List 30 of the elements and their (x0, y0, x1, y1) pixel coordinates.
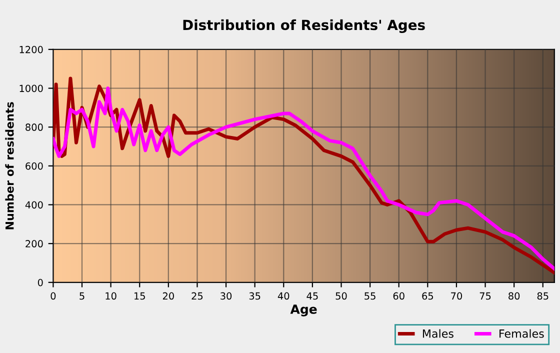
y-axis-title: Number of residents (5, 102, 14, 230)
x-tick-label: 50 (336, 292, 347, 300)
x-tick-label: 20 (162, 292, 174, 300)
x-tick-label: 75 (480, 292, 491, 300)
x-tick-label: 85 (537, 292, 548, 300)
chart-title: Distribution of Residents' Ages (183, 19, 425, 33)
legend-label: Females (500, 329, 544, 338)
y-tick-label: 800 (26, 124, 43, 131)
x-tick-label: 40 (278, 292, 290, 300)
x-tick-label: 55 (364, 292, 376, 300)
x-tick-label: 5 (80, 292, 84, 300)
x-tick-label: 0 (50, 292, 56, 300)
y-tick-label: 600 (26, 162, 43, 170)
x-tick-label: 35 (249, 292, 260, 300)
x-tick-label: 60 (393, 292, 404, 300)
x-tick-label: 80 (508, 292, 520, 300)
x-tick-label: 10 (106, 292, 116, 300)
y-tick-label: 1200 (20, 46, 43, 54)
legend-label: Males (422, 329, 454, 338)
y-tick-label: 1000 (20, 84, 43, 92)
x-tick-label: 70 (451, 292, 462, 300)
x-tick-label: 15 (134, 292, 145, 300)
x-tick-label: 30 (220, 292, 232, 300)
y-tick-label: 200 (26, 240, 43, 248)
y-tick-label: 400 (25, 201, 43, 209)
x-tick-label: 45 (306, 292, 318, 300)
x-tick-label: 25 (192, 292, 203, 300)
x-axis-title: Age (290, 304, 317, 316)
x-tick-label: 65 (422, 292, 433, 300)
y-tick-label: 0 (38, 278, 43, 286)
